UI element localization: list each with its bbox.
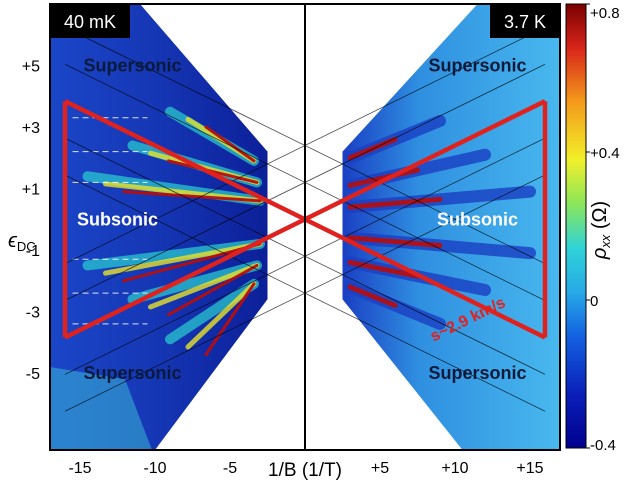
x-axis-label: 1/B (1/T) [268, 460, 342, 481]
y-tick-label: -1 [26, 243, 40, 260]
colorbar [565, 3, 587, 449]
right-streak-core [347, 167, 420, 188]
region-label: Supersonic [83, 363, 181, 383]
left-low-wash [50, 366, 152, 450]
right-streak-core [347, 136, 398, 161]
left-streak-core [204, 125, 256, 163]
colorbar-tick-label: +0.8 [590, 5, 620, 22]
right-streak-core [347, 235, 443, 248]
left-streak-glow [165, 278, 259, 345]
region-label: Subsonic [437, 209, 518, 229]
y-tick-label: -5 [26, 366, 40, 383]
y-tick-label: +5 [22, 59, 40, 76]
panel-badge-left: 40 mK [50, 4, 130, 38]
badge-background [50, 4, 130, 38]
panel-badge-right: 3.7 K [490, 4, 560, 38]
region-label: Supersonic [428, 56, 526, 76]
colorbar-label: ρxx (Ω) [589, 201, 613, 260]
x-tick-label: -15 [68, 460, 91, 477]
left-streak-core [204, 282, 256, 357]
right-streak-core [347, 196, 443, 210]
colorbar-tick-label: 0 [590, 293, 598, 310]
y-tick-label: -3 [26, 305, 40, 322]
x-tick-label: +15 [516, 460, 543, 477]
region-label: Supersonic [83, 56, 181, 76]
panel-label: 40 mK [64, 12, 116, 32]
colorbar-tick-label: +0.4 [590, 145, 620, 162]
x-tick-label: +10 [441, 460, 468, 477]
left-streak-core [122, 190, 262, 203]
left-streak-mid [148, 262, 260, 310]
left-streak-core [122, 242, 262, 283]
y-axis-label: ϵDC [8, 230, 36, 254]
left-streak-mid [185, 281, 257, 350]
left-streak-core [167, 263, 259, 317]
y-tick-label: +1 [22, 182, 40, 199]
colorbar-tick-label: -0.4 [590, 437, 616, 454]
badge-background [490, 4, 560, 38]
x-tick-label: -5 [223, 460, 237, 477]
region-label: Subsonic [77, 209, 158, 229]
x-tick-label: +5 [371, 460, 389, 477]
right-streak-core [347, 259, 420, 279]
panel-label: 3.7 K [504, 12, 546, 32]
x-tick-label: -10 [143, 460, 166, 477]
right-streak-core [347, 284, 398, 308]
region-label: Supersonic [428, 363, 526, 383]
y-tick-label: +3 [22, 120, 40, 137]
